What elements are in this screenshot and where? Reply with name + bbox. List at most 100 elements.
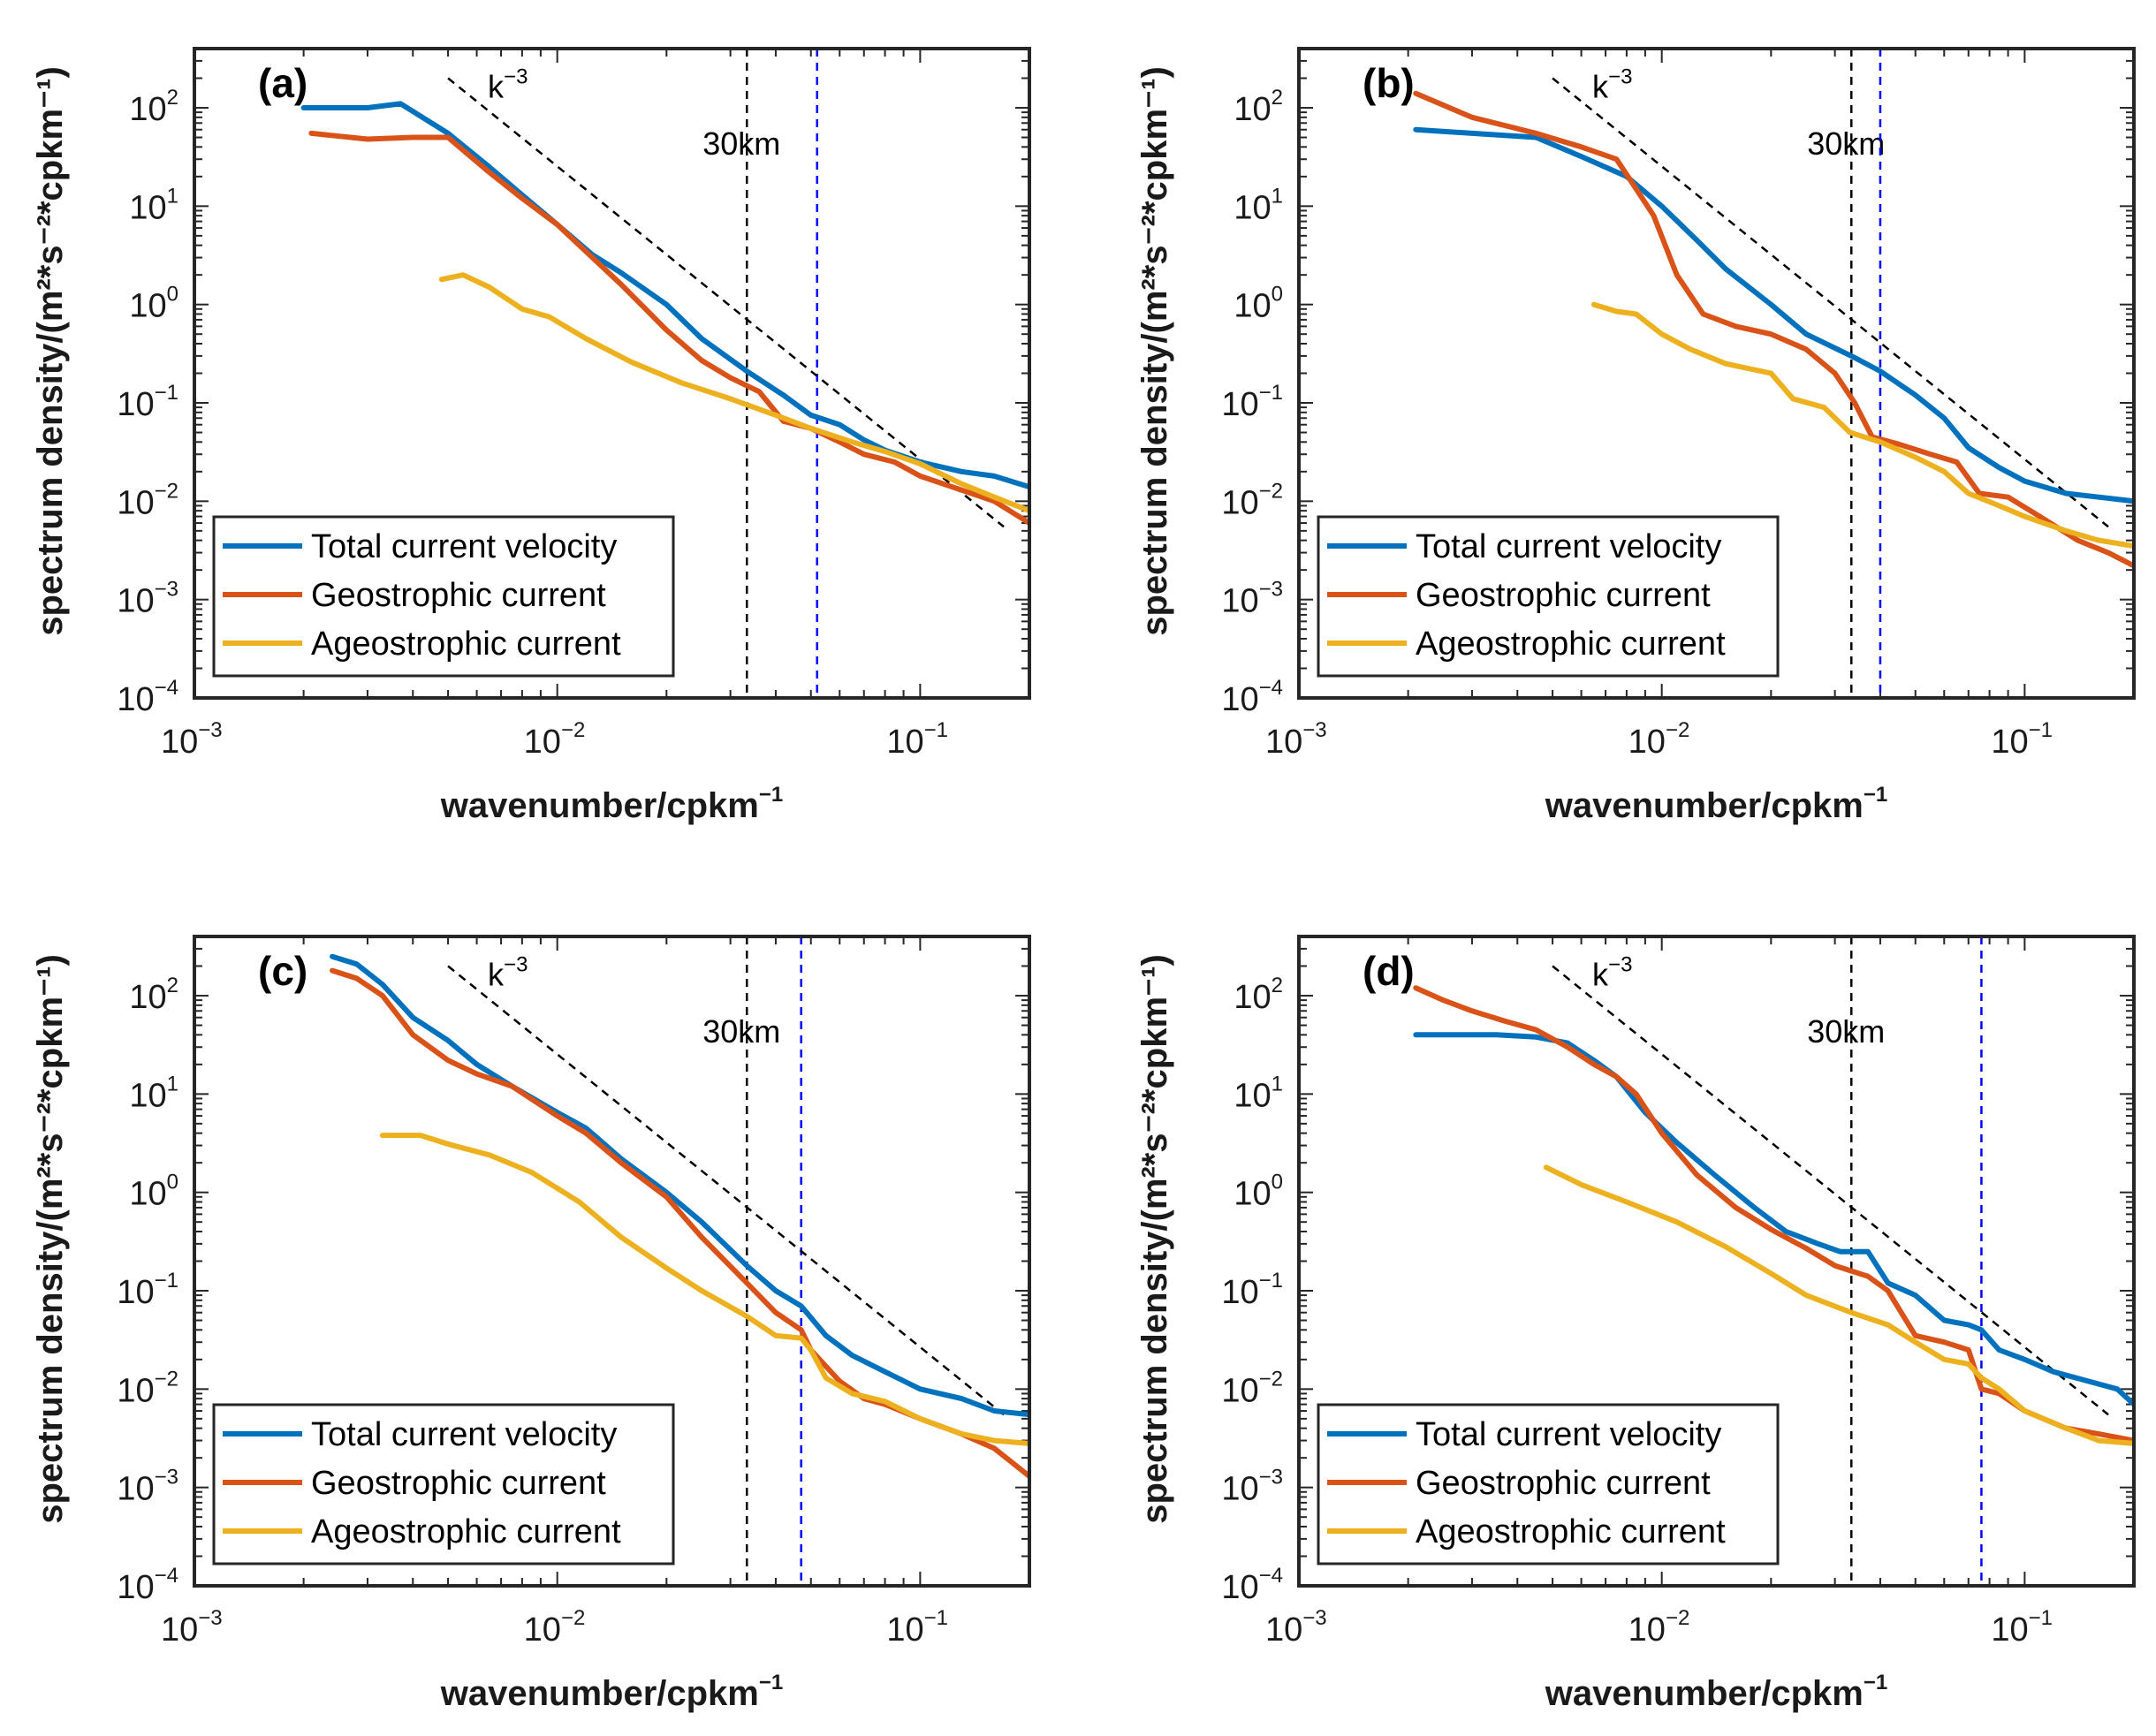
x-tick-label: 10−1	[886, 718, 948, 761]
y-tick-base: 10	[1234, 288, 1271, 325]
y-tick-label: 10−2	[1221, 1367, 1283, 1409]
x-tick-label: 10−1	[1991, 718, 2053, 761]
y-tick-label: 100	[129, 1171, 178, 1213]
y-tick-label: 10−3	[1221, 578, 1283, 620]
x-tick-exponent: −1	[2029, 1606, 2053, 1630]
k-minus-3-exponent: −3	[1608, 953, 1632, 977]
panel-b: 30km k−3 Total current velocityGeostrophic…	[1135, 47, 2136, 825]
axes-box	[1297, 47, 2136, 700]
k-minus-3-base: k	[1592, 957, 1609, 993]
series-line-total	[1413, 126, 2134, 504]
y-tick-label: 101	[129, 184, 178, 226]
x-tick-base: 10	[1265, 1611, 1302, 1649]
y-tick-exponent: 2	[167, 86, 178, 110]
legend-entry-total: Total current velocity	[311, 1416, 617, 1453]
y-tick-exponent: −1	[1259, 1269, 1283, 1293]
y-tick-base: 10	[1221, 681, 1258, 718]
x-axis-label: wavenumber/cpkm−1	[1545, 1671, 1888, 1713]
legend-entry-geo: Geostrophic current	[1416, 1465, 1711, 1502]
y-tick-exponent: 1	[1272, 1072, 1283, 1095]
x-tick-label: 10−1	[886, 1606, 948, 1649]
y-tick-label: 101	[129, 1072, 178, 1114]
x-axis-label: wavenumber/cpkm−1	[440, 1671, 784, 1713]
y-tick-exponent: 0	[1272, 283, 1283, 307]
x-tick-label: 10−3	[161, 718, 223, 761]
y-tick-label: 102	[1234, 974, 1283, 1016]
legend-entry-ageo: Ageostrophic current	[311, 625, 621, 663]
legend-entry-ageo: Ageostrophic current	[311, 1513, 621, 1550]
y-tick-base: 10	[117, 681, 154, 718]
x-tick-exponent: −3	[1302, 718, 1326, 742]
series-line-ageo	[438, 272, 1029, 514]
axes-box	[1297, 935, 2136, 1588]
y-tick-label: 10−3	[117, 578, 178, 620]
x-tick-exponent: −3	[1302, 1606, 1326, 1630]
legend-entry-ageo: Ageostrophic current	[1416, 1513, 1726, 1550]
y-axis-label: spectrum density/(m²*s⁻²*cpkm⁻¹)	[31, 954, 70, 1524]
y-tick-label: 100	[1234, 283, 1283, 325]
x-tick-exponent: −3	[198, 1606, 222, 1630]
y-tick-base: 10	[1221, 1372, 1258, 1409]
y-tick-base: 10	[117, 1372, 154, 1409]
series-line-total	[330, 953, 1029, 1418]
y-tick-label: 10−1	[1221, 1269, 1283, 1311]
x-tick-label: 10−2	[1628, 1606, 1690, 1649]
k-minus-3-reference-line	[1552, 965, 2109, 1416]
y-tick-base: 10	[1234, 1176, 1271, 1213]
series-line-geo	[308, 130, 1029, 526]
k-minus-3-exponent: −3	[504, 953, 528, 977]
k-minus-3-reference-line	[1552, 77, 2109, 528]
y-tick-exponent: 2	[167, 974, 178, 997]
y-tick-base: 10	[1234, 189, 1271, 226]
axes-box	[193, 935, 1031, 1588]
y-tick-base: 10	[117, 386, 154, 423]
x-tick-exponent: −2	[561, 1606, 585, 1630]
y-tick-base: 10	[129, 1176, 166, 1213]
y-tick-label: 10−1	[117, 1269, 178, 1311]
x-tick-label: 10−2	[524, 718, 586, 761]
y-tick-exponent: −1	[155, 1269, 178, 1293]
y-tick-exponent: 0	[1272, 1171, 1283, 1194]
y-tick-base: 10	[1221, 386, 1258, 423]
y-tick-base: 10	[129, 91, 166, 128]
x-axis-label: wavenumber/cpkm−1	[440, 783, 784, 825]
x-tick-base: 10	[524, 1611, 561, 1649]
y-tick-exponent: −3	[1259, 1466, 1283, 1490]
k-minus-3-label: k−3	[1592, 953, 1632, 993]
legend-entry-total: Total current velocity	[311, 528, 617, 565]
legend-entry-geo: Geostrophic current	[311, 577, 606, 614]
y-tick-label: 10−4	[117, 1564, 178, 1606]
y-tick-exponent: −2	[1259, 1367, 1283, 1391]
y-tick-exponent: −2	[155, 1367, 178, 1391]
y-tick-base: 10	[1221, 484, 1258, 521]
y-tick-label: 10−3	[117, 1466, 178, 1508]
axes-box	[193, 47, 1031, 700]
x-axis-label: wavenumber/cpkm−1	[1545, 783, 1888, 825]
y-tick-base: 10	[1221, 583, 1258, 620]
y-tick-exponent: 1	[1272, 184, 1283, 208]
x-tick-base: 10	[1991, 1611, 2028, 1649]
y-tick-base: 10	[1234, 979, 1271, 1016]
y-tick-base: 10	[1234, 91, 1271, 128]
legend-entry-total: Total current velocity	[1416, 528, 1721, 565]
y-tick-exponent: −4	[155, 676, 178, 700]
wavelength-label: 30km	[1807, 125, 1885, 162]
k-minus-3-label: k−3	[488, 65, 528, 105]
y-tick-base: 10	[129, 189, 166, 226]
legend: Total current velocity Geostrophic curren…	[1317, 515, 1780, 678]
y-axis-label: spectrum density/(m²*s⁻²*cpkm⁻¹)	[1135, 66, 1174, 636]
y-tick-base: 10	[129, 1077, 166, 1114]
legend: Total current velocity Geostrophic curren…	[212, 515, 675, 678]
y-tick-exponent: −3	[155, 578, 178, 602]
panel-label: (a)	[258, 60, 307, 106]
y-tick-exponent: 2	[1272, 86, 1283, 110]
legend-entry-ageo: Ageostrophic current	[1416, 625, 1726, 663]
x-tick-base: 10	[161, 724, 198, 761]
series-line-ageo	[1590, 301, 2134, 550]
y-tick-exponent: 0	[167, 283, 178, 307]
x-tick-label: 10−2	[1628, 718, 1690, 761]
y-tick-label: 102	[129, 86, 178, 128]
x-tick-exponent: −2	[1666, 718, 1689, 742]
k-minus-3-label: k−3	[1592, 65, 1632, 105]
y-tick-exponent: −1	[155, 381, 178, 405]
